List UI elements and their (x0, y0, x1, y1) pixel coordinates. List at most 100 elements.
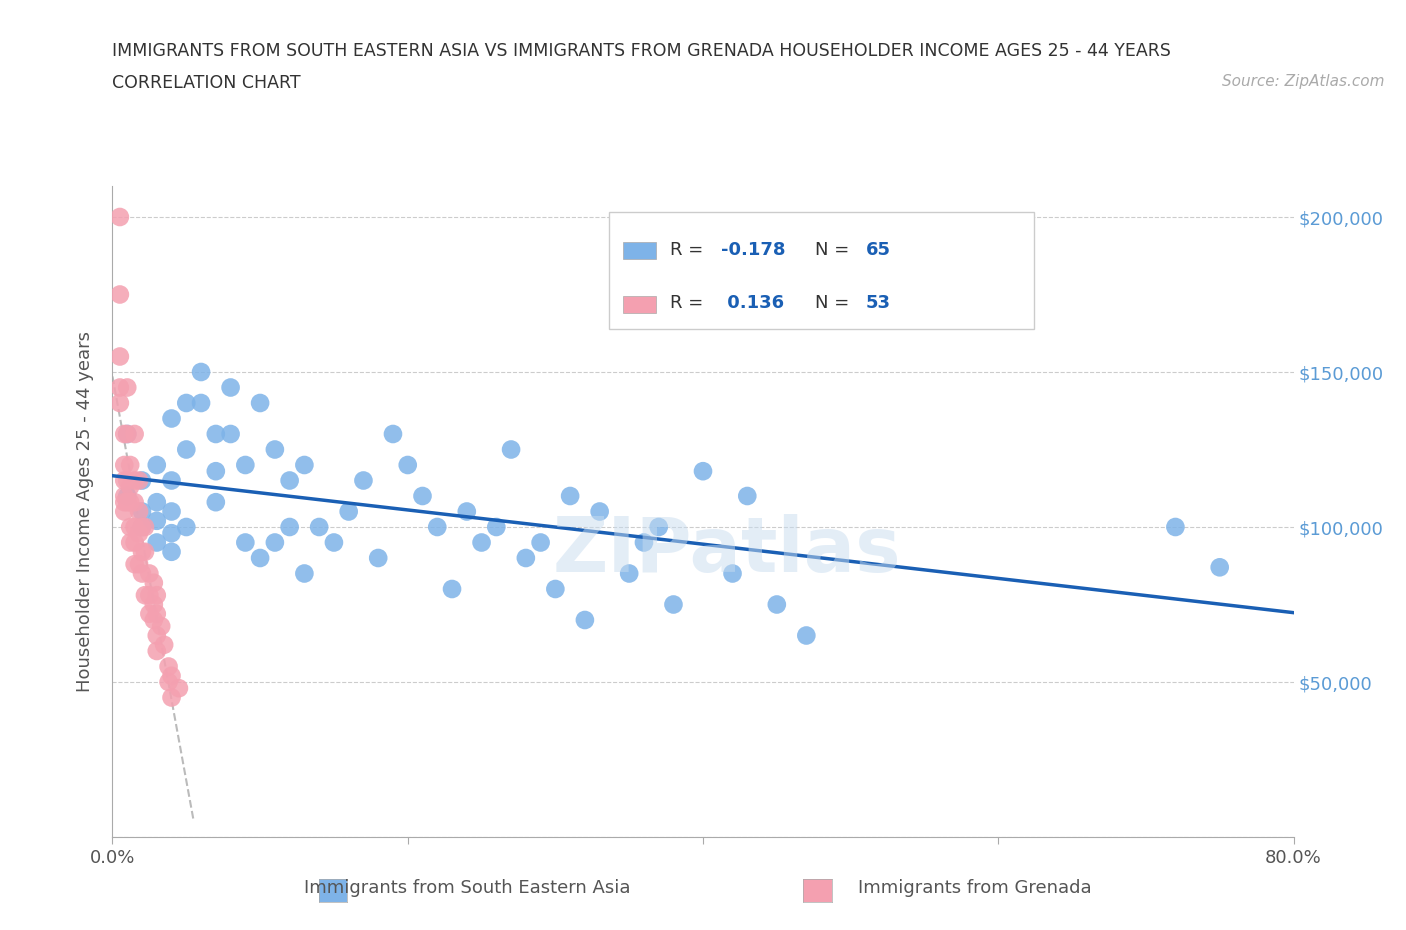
Point (323, 535, 346, 550)
Point (108, 287, 131, 302)
Point (205, 464, 228, 479)
Point (219, 427, 242, 442)
Point (112, 495, 135, 510)
Point (124, 557, 146, 572)
Text: IMMIGRANTS FROM SOUTH EASTERN ASIA VS IMMIGRANTS FROM GRENADA HOUSEHOLDER INCOME: IMMIGRANTS FROM SOUTH EASTERN ASIA VS IM… (112, 42, 1171, 60)
Point (1208, 560, 1232, 575)
Point (160, 411, 183, 426)
Point (441, 581, 464, 596)
Point (117, 380, 138, 395)
Point (142, 597, 165, 612)
Point (146, 588, 169, 603)
Point (233, 458, 256, 472)
Point (128, 473, 150, 488)
Point (120, 520, 142, 535)
Point (174, 520, 197, 535)
Point (112, 473, 135, 488)
Point (633, 535, 655, 550)
Point (131, 504, 153, 519)
Point (515, 551, 537, 565)
Point (308, 520, 330, 535)
Point (174, 442, 197, 457)
Point (120, 495, 142, 510)
Point (396, 458, 419, 472)
Point (134, 520, 156, 535)
Point (367, 551, 389, 565)
Point (205, 495, 228, 510)
Point (692, 464, 714, 479)
Text: R =: R = (669, 295, 709, 312)
Point (146, 458, 169, 472)
Point (1164, 520, 1187, 535)
Point (233, 535, 256, 550)
Point (411, 488, 433, 503)
Point (160, 690, 183, 705)
Text: Immigrants from Grenada: Immigrants from Grenada (858, 879, 1091, 897)
Point (160, 473, 183, 488)
Point (470, 535, 494, 550)
Point (112, 427, 135, 442)
FancyBboxPatch shape (623, 296, 655, 312)
Point (138, 566, 160, 581)
Point (134, 588, 156, 603)
Point (108, 349, 131, 364)
Point (108, 395, 131, 410)
Point (174, 395, 197, 410)
Point (501, 442, 523, 457)
Text: -0.178: -0.178 (721, 241, 785, 259)
Point (292, 458, 315, 472)
Point (382, 427, 405, 442)
Point (544, 581, 567, 596)
Point (157, 659, 180, 674)
Point (662, 597, 685, 612)
Point (134, 544, 156, 559)
Point (117, 488, 138, 503)
Point (146, 535, 169, 550)
Point (160, 544, 183, 559)
Point (157, 674, 180, 689)
Text: N =: N = (815, 295, 855, 312)
Point (146, 495, 169, 510)
Point (112, 488, 135, 503)
Point (574, 613, 596, 628)
Point (112, 458, 135, 472)
Point (456, 504, 478, 519)
Text: 0.136: 0.136 (721, 295, 783, 312)
Point (249, 395, 271, 410)
Point (153, 637, 176, 652)
Point (721, 566, 744, 581)
Point (124, 427, 146, 442)
Point (219, 380, 242, 395)
Point (529, 535, 551, 550)
Point (124, 495, 146, 510)
Point (278, 473, 301, 488)
Text: CORRELATION CHART: CORRELATION CHART (112, 74, 301, 92)
Point (117, 495, 138, 510)
Point (264, 442, 287, 457)
Point (120, 458, 142, 472)
Point (766, 597, 789, 612)
Point (647, 520, 671, 535)
Point (264, 535, 287, 550)
Point (138, 606, 160, 621)
Point (278, 520, 301, 535)
Point (249, 551, 271, 565)
Point (485, 520, 508, 535)
Point (108, 380, 131, 395)
Point (160, 669, 183, 684)
Point (146, 628, 169, 643)
Point (117, 473, 138, 488)
Point (131, 473, 153, 488)
Point (190, 395, 212, 410)
Point (142, 613, 165, 628)
Point (131, 544, 153, 559)
Point (426, 520, 449, 535)
Point (205, 427, 228, 442)
Point (128, 525, 150, 540)
Point (146, 644, 169, 658)
Point (120, 479, 142, 494)
Text: ZIPatlas: ZIPatlas (553, 513, 901, 588)
Point (138, 588, 160, 603)
Point (737, 488, 759, 503)
Point (128, 504, 150, 519)
